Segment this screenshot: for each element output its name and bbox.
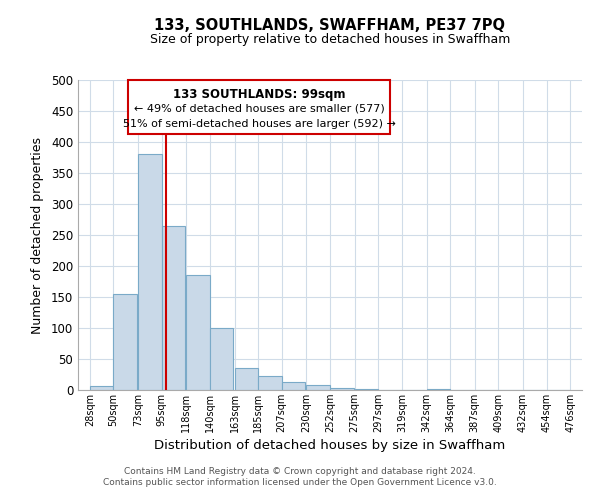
- Bar: [330, 388, 353, 390]
- Text: 133 SOUTHLANDS: 99sqm: 133 SOUTHLANDS: 99sqm: [173, 88, 346, 101]
- Bar: [282, 382, 305, 390]
- Y-axis label: Number of detached properties: Number of detached properties: [31, 136, 44, 334]
- Bar: [187, 276, 210, 390]
- Text: Contains HM Land Registry data © Crown copyright and database right 2024.: Contains HM Land Registry data © Crown c…: [124, 467, 476, 476]
- Text: 51% of semi-detached houses are larger (592) →: 51% of semi-detached houses are larger (…: [123, 118, 396, 128]
- Text: Size of property relative to detached houses in Swaffham: Size of property relative to detached ho…: [150, 32, 510, 46]
- Text: 133, SOUTHLANDS, SWAFFHAM, PE37 7PQ: 133, SOUTHLANDS, SWAFFHAM, PE37 7PQ: [155, 18, 505, 32]
- Text: Contains public sector information licensed under the Open Government Licence v3: Contains public sector information licen…: [103, 478, 497, 487]
- Bar: [235, 368, 258, 390]
- Bar: [90, 386, 113, 390]
- FancyBboxPatch shape: [128, 80, 391, 134]
- Bar: [161, 226, 185, 390]
- Bar: [210, 328, 233, 390]
- Bar: [258, 376, 282, 390]
- X-axis label: Distribution of detached houses by size in Swaffham: Distribution of detached houses by size …: [154, 439, 506, 452]
- Text: ← 49% of detached houses are smaller (577): ← 49% of detached houses are smaller (57…: [134, 104, 385, 114]
- Bar: [113, 294, 137, 390]
- Bar: [138, 154, 161, 390]
- Bar: [307, 385, 330, 390]
